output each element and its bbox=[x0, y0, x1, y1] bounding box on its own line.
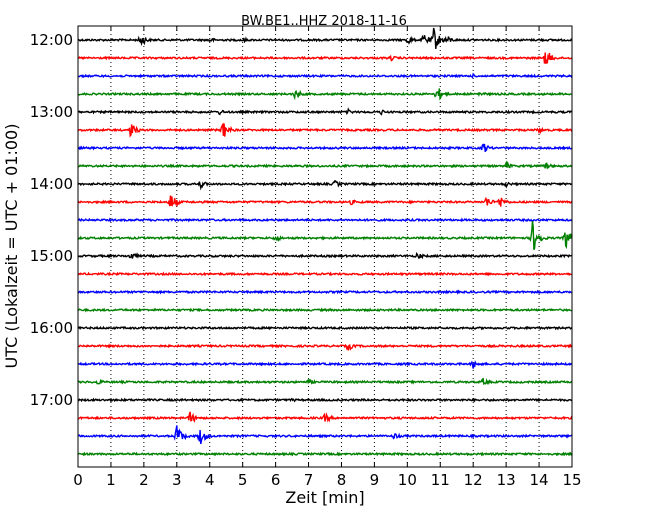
trace-1530 bbox=[77, 289, 573, 295]
trace-1515 bbox=[77, 271, 573, 277]
trace-1430 bbox=[77, 217, 573, 223]
trace-1230 bbox=[77, 72, 573, 79]
trace-1715 bbox=[77, 411, 573, 423]
seismogram-traces bbox=[77, 27, 573, 457]
x-tick-label: 15 bbox=[562, 471, 581, 489]
x-tick-label: 1 bbox=[106, 471, 116, 489]
x-axis-label: Zeit [min] bbox=[285, 488, 364, 507]
y-axis-label: UTC (Lokalzeit = UTC + 01:00) bbox=[2, 124, 21, 369]
trace-1615 bbox=[77, 343, 573, 351]
trace-1345 bbox=[77, 160, 573, 169]
x-tick-label: 10 bbox=[398, 471, 417, 489]
x-tick-label: 3 bbox=[172, 471, 182, 489]
trace-1700 bbox=[77, 397, 573, 403]
trace-1330 bbox=[77, 143, 573, 152]
trace-1745 bbox=[77, 451, 573, 457]
trace-1645 bbox=[77, 377, 573, 386]
y-tick-label: 16:00 bbox=[30, 319, 73, 337]
trace-1215 bbox=[77, 52, 573, 64]
y-tick-label: 12:00 bbox=[30, 31, 73, 49]
x-tick-label: 7 bbox=[304, 471, 314, 489]
trace-1400 bbox=[77, 180, 573, 191]
trace-1600 bbox=[77, 325, 573, 331]
trace-1730 bbox=[77, 425, 573, 445]
x-tick-label: 13 bbox=[497, 471, 516, 489]
x-tick-label: 12 bbox=[464, 471, 483, 489]
trace-1300 bbox=[77, 107, 573, 116]
x-tick-label: 6 bbox=[271, 471, 281, 489]
y-tick-label: 13:00 bbox=[30, 103, 73, 121]
trace-1415 bbox=[77, 195, 573, 208]
x-tick-label: 0 bbox=[73, 471, 83, 489]
y-tick-label: 17:00 bbox=[30, 391, 73, 409]
trace-1200 bbox=[77, 27, 573, 49]
x-tick-label: 11 bbox=[431, 471, 450, 489]
x-axis-ticks: 0 1 2 3 4 5 6 7 8 9 10 11 12 13 14 15 bbox=[73, 26, 582, 489]
x-tick-label: 8 bbox=[337, 471, 347, 489]
trace-1315 bbox=[77, 122, 573, 138]
trace-1630 bbox=[77, 360, 573, 369]
plot-frame bbox=[77, 25, 573, 468]
trace-1445 bbox=[77, 221, 573, 251]
chart-title: BW.BE1..HHZ 2018-11-16 bbox=[241, 14, 407, 29]
x-tick-label: 5 bbox=[238, 471, 248, 489]
x-tick-label: 9 bbox=[370, 471, 380, 489]
x-tick-label: 14 bbox=[530, 471, 549, 489]
trace-1500 bbox=[77, 251, 573, 260]
y-axis-ticks: 12:00 13:00 14:00 15:00 16:00 17:00 bbox=[30, 31, 83, 409]
trace-1245 bbox=[77, 88, 573, 101]
x-tick-label: 4 bbox=[205, 471, 215, 489]
vertical-grid bbox=[110, 26, 540, 467]
x-tick-label: 2 bbox=[139, 471, 149, 489]
y-tick-label: 15:00 bbox=[30, 247, 73, 265]
y-tick-label: 14:00 bbox=[30, 175, 73, 193]
trace-1545 bbox=[77, 307, 573, 313]
